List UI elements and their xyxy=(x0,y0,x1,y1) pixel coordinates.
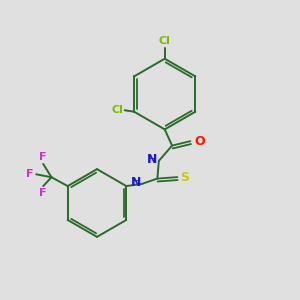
Text: H: H xyxy=(131,177,140,187)
Text: O: O xyxy=(194,135,205,148)
Text: Cl: Cl xyxy=(159,36,171,46)
Text: N: N xyxy=(147,153,158,166)
Text: N: N xyxy=(130,176,141,189)
Text: H: H xyxy=(148,155,157,165)
Text: S: S xyxy=(180,171,189,184)
Text: Cl: Cl xyxy=(111,105,123,115)
Text: F: F xyxy=(26,169,33,179)
Text: F: F xyxy=(39,152,46,162)
Text: F: F xyxy=(39,188,46,198)
